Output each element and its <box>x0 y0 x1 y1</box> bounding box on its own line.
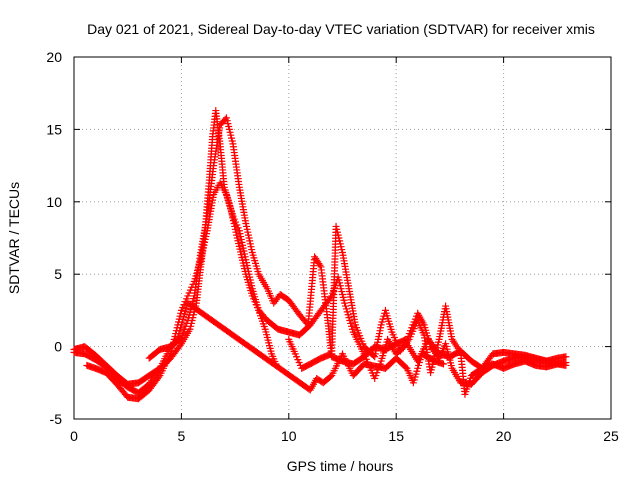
series-track-a <box>70 107 570 388</box>
data-point <box>316 261 324 269</box>
data-point <box>303 319 311 327</box>
x-tick-label: 0 <box>70 428 78 444</box>
data-point <box>439 360 447 368</box>
y-tick-label: 5 <box>54 266 62 282</box>
data-point <box>155 373 163 381</box>
x-axis-label: GPS time / hours <box>287 458 394 474</box>
data-point <box>562 361 570 369</box>
x-tick-label: 15 <box>388 428 404 444</box>
y-tick-label: -5 <box>50 411 63 427</box>
series-track-e <box>145 299 447 394</box>
data-marks <box>70 107 570 403</box>
x-tick-label: 20 <box>496 428 512 444</box>
x-tick-label: 10 <box>281 428 297 444</box>
data-point <box>176 341 184 349</box>
axis-ticks: 0 5 10 15 20 25 -5 0 5 10 15 20 <box>46 49 619 444</box>
grid-lines <box>74 57 611 419</box>
y-tick-label: 10 <box>46 194 62 210</box>
series-track-b <box>70 114 570 397</box>
data-point <box>402 363 410 371</box>
data-point <box>172 337 180 345</box>
y-tick-label: 20 <box>46 49 62 65</box>
y-axis-label: SDTVAR / TECUs <box>6 182 22 294</box>
x-tick-label: 25 <box>603 428 619 444</box>
data-point <box>404 337 412 345</box>
series-track-d <box>285 222 570 398</box>
y-tick-label: 15 <box>46 121 62 137</box>
data-point <box>562 353 570 361</box>
chart-title: Day 021 of 2021, Sidereal Day-to-day VTE… <box>87 21 595 37</box>
x-tick-label: 5 <box>178 428 186 444</box>
y-tick-label: 0 <box>54 339 62 355</box>
series-track-c <box>83 179 280 403</box>
plot-frame <box>73 56 612 420</box>
